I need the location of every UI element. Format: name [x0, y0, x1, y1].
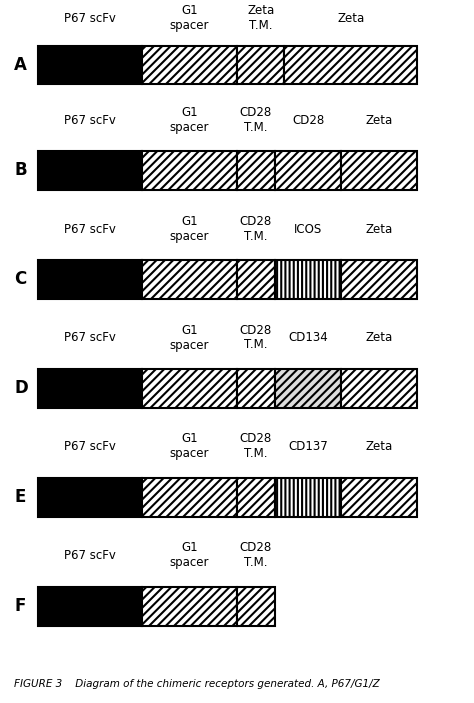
Bar: [284, 46, 417, 84]
Text: P67 scFv: P67 scFv: [64, 441, 116, 453]
Bar: [142, 587, 237, 626]
Bar: [38, 587, 142, 626]
Bar: [142, 369, 237, 408]
Bar: [341, 151, 417, 190]
Text: Zeta: Zeta: [365, 114, 393, 127]
Bar: [142, 260, 237, 299]
Bar: [275, 478, 341, 517]
Text: G1
spacer: G1 spacer: [170, 541, 210, 569]
Bar: [38, 151, 142, 190]
Text: Zeta: Zeta: [337, 12, 365, 25]
Bar: [237, 478, 275, 517]
Bar: [341, 369, 417, 408]
Text: Zeta: Zeta: [365, 332, 393, 344]
Bar: [275, 151, 341, 190]
Text: CD28
T.M.: CD28 T.M.: [240, 432, 272, 460]
Text: G1
spacer: G1 spacer: [170, 432, 210, 460]
Text: Zeta: Zeta: [365, 223, 393, 236]
Text: D: D: [14, 380, 28, 397]
Text: G1
spacer: G1 spacer: [170, 214, 210, 243]
Text: ICOS: ICOS: [294, 223, 322, 236]
Bar: [237, 369, 275, 408]
Bar: [38, 46, 142, 84]
Bar: [237, 587, 275, 626]
Text: CD134: CD134: [288, 332, 328, 344]
Text: CD28
T.M.: CD28 T.M.: [240, 214, 272, 243]
Bar: [237, 46, 284, 84]
Bar: [341, 260, 417, 299]
Text: P67 scFv: P67 scFv: [64, 223, 116, 236]
Bar: [275, 260, 341, 299]
Text: FIGURE 3    Diagram of the chimeric receptors generated. A, P67/G1/Z: FIGURE 3 Diagram of the chimeric recepto…: [14, 679, 380, 689]
Text: CD28: CD28: [292, 114, 324, 127]
Bar: [275, 369, 341, 408]
Text: CD28
T.M.: CD28 T.M.: [240, 541, 272, 569]
Bar: [142, 151, 237, 190]
Text: P67 scFv: P67 scFv: [64, 332, 116, 344]
Bar: [38, 478, 142, 517]
Text: B: B: [14, 162, 27, 179]
Text: G1
spacer: G1 spacer: [170, 4, 210, 32]
Text: P67 scFv: P67 scFv: [64, 550, 116, 562]
Text: CD137: CD137: [288, 441, 328, 453]
Bar: [142, 46, 237, 84]
Text: P67 scFv: P67 scFv: [64, 12, 116, 25]
Bar: [38, 260, 142, 299]
Bar: [142, 478, 237, 517]
Bar: [341, 478, 417, 517]
Text: Zeta: Zeta: [365, 441, 393, 453]
Bar: [38, 369, 142, 408]
Text: F: F: [14, 598, 26, 615]
Text: CD28
T.M.: CD28 T.M.: [240, 105, 272, 134]
Bar: [237, 151, 275, 190]
Text: C: C: [14, 271, 27, 288]
Text: E: E: [14, 489, 26, 506]
Text: G1
spacer: G1 spacer: [170, 105, 210, 134]
Text: P67 scFv: P67 scFv: [64, 114, 116, 127]
Bar: [237, 260, 275, 299]
Text: Zeta
T.M.: Zeta T.M.: [247, 4, 274, 32]
Text: G1
spacer: G1 spacer: [170, 323, 210, 352]
Text: CD28
T.M.: CD28 T.M.: [240, 323, 272, 352]
Text: A: A: [14, 56, 27, 74]
